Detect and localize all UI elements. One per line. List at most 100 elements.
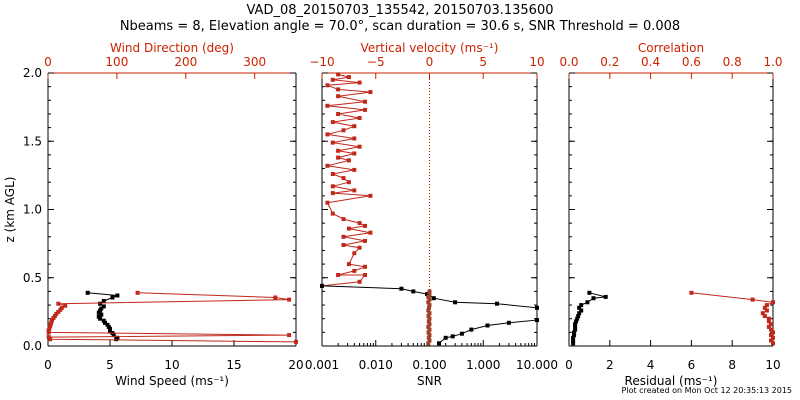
panel-3-series-1-point (573, 324, 578, 329)
panel-1-series-1-point (101, 299, 106, 303)
panel-3-top-tick-label: 0.6 (682, 55, 701, 69)
y-tick-label: 1.0 (23, 203, 42, 217)
panel-3-series-2-point (766, 324, 771, 329)
panel-2-series-2-point (450, 334, 455, 339)
panel-2-series-2-point (485, 323, 490, 328)
panel-1-series-2-point (48, 337, 53, 342)
panel-2-series-3-point (426, 319, 431, 324)
panel-2-series-1-point (363, 264, 367, 269)
panel-3-series-2-point (762, 314, 767, 318)
y-axis-title: z (km AGL) (3, 177, 17, 243)
panel-3-series-1-point (575, 316, 580, 321)
panel-2-series-1-point (363, 238, 367, 243)
panel-3-series-1-point (572, 333, 577, 338)
panel-3-series-2-point (769, 338, 773, 343)
panel-3-series-2-point (766, 316, 771, 321)
panel-2-series-1-point (341, 234, 346, 239)
panel-2-series-2-point (425, 292, 429, 297)
panel-2-series-1-point (363, 273, 367, 277)
panel-3-bottom-tick-label: 0 (565, 358, 573, 372)
panel-1-series-2-line (47, 292, 297, 343)
panel-2-series-1-point (341, 176, 346, 181)
panel-1-series-2-point (51, 316, 56, 320)
panel-2-series-1-point (336, 72, 341, 77)
panel-2-series-2-line (321, 285, 538, 344)
panel-3-series-2-point (771, 341, 775, 346)
panel-2-series-1-point (341, 243, 346, 247)
panel-3-top-tick-label: 0.4 (641, 55, 660, 69)
panel-2-series-1-point (368, 90, 373, 95)
panel-3-bottom-tick-label: 6 (688, 358, 696, 372)
panel-2-series-3-point (427, 338, 432, 343)
panel-3-bottom-axis-title: Residual (ms⁻¹) (625, 374, 718, 388)
panel-2-series-3-point (426, 341, 431, 346)
panel-3-series-2-point (764, 303, 769, 308)
panel-2-series-3-point (426, 314, 431, 318)
panel-1-series-2-point (48, 324, 53, 329)
panel-3-series-1-point (577, 311, 582, 316)
panel-2-series-3-point (426, 330, 431, 335)
panel-1-series-1-point (103, 320, 107, 325)
panel-1-series-1-point (105, 322, 110, 327)
panel-3 (568, 72, 775, 347)
panel-2 (320, 72, 539, 347)
panel-1-bottom-tick-label: 5 (106, 358, 114, 372)
panel-2-series-2-point (506, 320, 511, 325)
panel-2-series-1-point (357, 221, 362, 226)
panel-1-bottom-axis-title: Wind Speed (ms⁻¹) (115, 374, 229, 388)
panel-2-series-3-point (427, 333, 432, 338)
panel-1-bottom-tick-label: 15 (226, 358, 241, 372)
panel-1-series-1-point (110, 295, 115, 300)
panel-2-series-1-point (330, 184, 335, 189)
panel-1-series-2-point (56, 301, 61, 306)
panel-1-top-tick-label: 300 (243, 55, 266, 69)
panel-2-bottom-tick-label: 0.100 (412, 358, 446, 372)
panel-2-series-1-point (336, 87, 341, 92)
panel-1-series-2-point (58, 307, 63, 312)
panel-2-series-3-point (427, 297, 432, 302)
panel-2-series-2-point (437, 341, 441, 346)
panel-1-series-1-point (114, 337, 119, 342)
panel-3-series-1-point (571, 338, 576, 343)
panel-3-series-1-point (572, 330, 577, 335)
panel-2-series-2-point (320, 283, 324, 288)
panel-3-series-2-point (771, 335, 775, 340)
panel-1-series-1-point (101, 318, 106, 323)
panel-3-series-2-point (769, 322, 773, 327)
panel-2-series-3-point (426, 335, 431, 340)
panel-3-series-1-point (579, 303, 584, 308)
panel-2-series-1-point (346, 158, 351, 163)
panel-2-series-1-point (346, 180, 351, 185)
panel-1-series-2-point (63, 303, 68, 308)
panel-2-series-2-point (535, 305, 539, 310)
panel-1-series-2-point (49, 320, 54, 325)
panel-2-series-1-point (363, 223, 367, 228)
panel-2-series-3-point (427, 305, 431, 310)
panel-2-series-3-point (426, 294, 431, 299)
panel-1-bottom-tick-label: 10 (164, 358, 179, 372)
panel-2-series-1-point (341, 128, 346, 133)
panel-3-series-1-point (577, 305, 582, 310)
panel-3-series-2-point (766, 319, 771, 324)
panel-1-series-1-point (98, 316, 103, 321)
panel-2-series-3-point (427, 316, 432, 321)
panel-2-series-2-point (411, 289, 416, 294)
panel-1-series-2-point (294, 339, 298, 344)
panel-2-series-1-point (352, 268, 357, 273)
panel-2-series-3-point (426, 300, 431, 305)
panel-2-series-1-point (325, 132, 330, 137)
panel-2-top-tick-label: 5 (479, 55, 487, 69)
panel-3-series-1-point (579, 308, 584, 313)
panel-1-series-1-point (111, 333, 116, 338)
panel-1 (46, 72, 298, 347)
panel-2-series-1-point (352, 188, 357, 193)
panel-2-series-1-point (357, 80, 362, 85)
panel-3-bottom-tick-label: 10 (765, 358, 780, 372)
panel-2-series-1-point (352, 251, 357, 256)
chart-subtitle: Nbeams = 8, Elevation angle = 70.0°, sca… (119, 19, 681, 34)
panel-2-series-1-point (352, 167, 357, 172)
y-tick-label: 0.5 (23, 271, 42, 285)
panel-2-series-1-point (357, 144, 362, 149)
panel-2-series-3-point (427, 303, 432, 308)
